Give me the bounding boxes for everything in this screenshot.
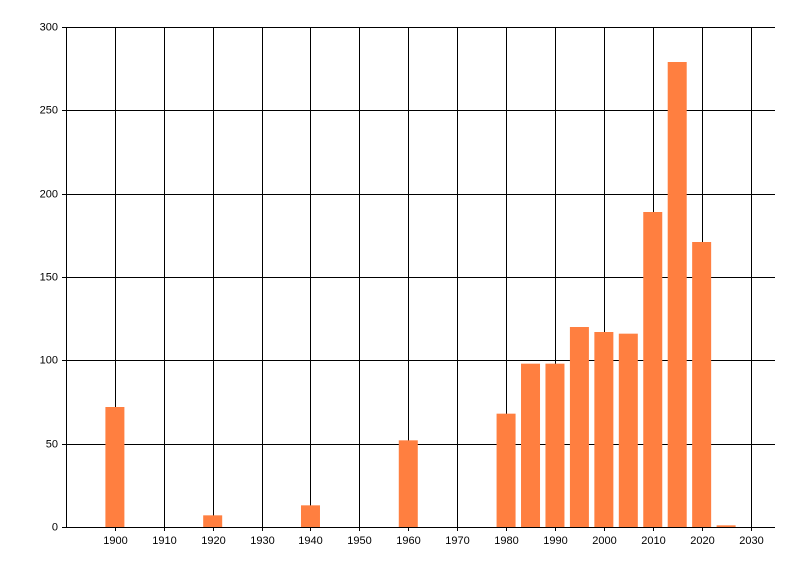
x-tick-label: 1900 bbox=[103, 535, 127, 547]
bar bbox=[594, 332, 614, 527]
bar bbox=[496, 413, 516, 527]
bar bbox=[643, 212, 663, 527]
x-tick-label: 1980 bbox=[494, 535, 518, 547]
bar bbox=[692, 242, 712, 527]
x-tick-label: 1970 bbox=[445, 535, 469, 547]
x-tick-label: 2010 bbox=[641, 535, 665, 547]
y-tick-label: 0 bbox=[52, 521, 58, 533]
x-tick-label: 1920 bbox=[201, 535, 225, 547]
y-tick-label: 100 bbox=[40, 354, 58, 366]
x-tick-label: 1960 bbox=[396, 535, 420, 547]
bar bbox=[618, 333, 638, 527]
x-tick-label: 1930 bbox=[250, 535, 274, 547]
bar bbox=[105, 407, 125, 527]
y-tick-label: 250 bbox=[40, 104, 58, 116]
y-tick-label: 200 bbox=[40, 188, 58, 200]
bar bbox=[398, 440, 418, 527]
bar bbox=[300, 505, 320, 527]
y-tick-label: 300 bbox=[40, 21, 58, 33]
x-tick-label: 2030 bbox=[739, 535, 763, 547]
x-tick-label: 1940 bbox=[298, 535, 322, 547]
bar bbox=[716, 525, 736, 527]
y-tick-label: 50 bbox=[46, 438, 58, 450]
bar bbox=[545, 363, 565, 527]
bar bbox=[569, 327, 589, 527]
x-tick-label: 2000 bbox=[592, 535, 616, 547]
bar bbox=[203, 515, 223, 527]
x-tick-label: 1950 bbox=[347, 535, 371, 547]
bar bbox=[667, 62, 687, 527]
y-tick-label: 150 bbox=[40, 271, 58, 283]
x-tick-label: 2020 bbox=[690, 535, 714, 547]
bar bbox=[521, 363, 541, 527]
x-tick-label: 1910 bbox=[152, 535, 176, 547]
x-tick-label: 1990 bbox=[543, 535, 567, 547]
